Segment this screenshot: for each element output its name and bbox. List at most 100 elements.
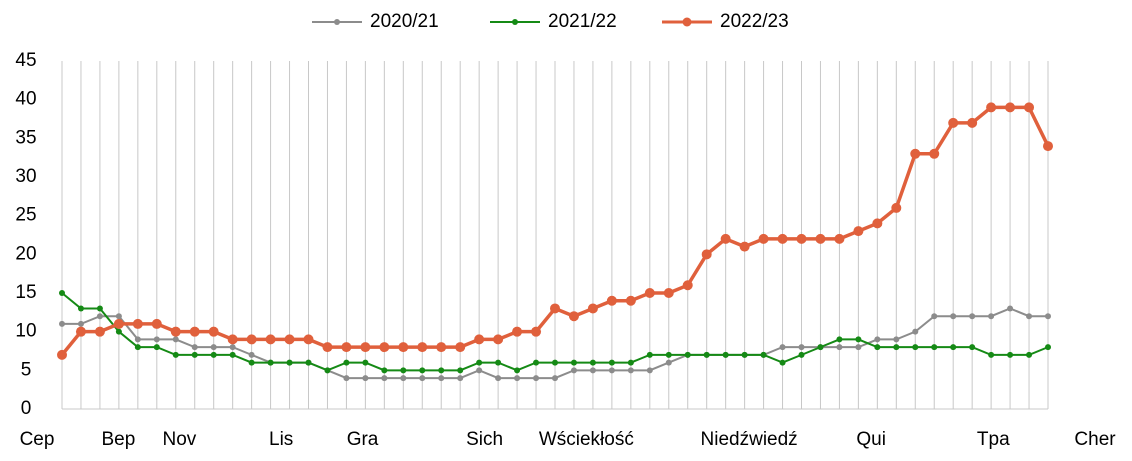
data-point [493,334,504,345]
data-point [438,367,445,374]
data-point [134,336,141,343]
data-point [758,233,769,244]
data-point [798,351,805,358]
data-point [381,367,388,374]
data-point [1007,305,1014,312]
data-point [627,367,634,374]
data-point [322,342,333,353]
data-point [910,148,921,159]
data-point [741,351,748,358]
legend-marker [682,17,692,27]
x-tick-label: Gra [347,429,379,450]
data-point [457,375,464,382]
x-tick-label: Wściekłość [539,429,634,450]
data-point [362,375,369,382]
data-point [189,326,200,337]
data-point [512,326,523,337]
data-point [267,359,274,366]
legend-marker [334,19,340,25]
data-point [381,375,388,382]
data-point [96,305,103,312]
data-point [1045,344,1051,351]
x-tick-label: Cep [20,429,55,450]
data-point [172,351,179,358]
data-point [663,288,674,298]
data-point [893,344,900,351]
data-point [608,359,615,366]
data-point [986,102,997,113]
data-point [531,326,542,337]
data-point [1007,351,1014,358]
data-point [931,344,938,351]
data-point [96,313,103,320]
data-point [324,367,331,374]
data-point [644,288,655,298]
data-point [931,313,938,320]
data-point [343,375,350,382]
data-point [77,305,84,312]
data-point [115,328,122,335]
data-point [570,359,577,366]
y-tick-label: 25 [15,205,36,226]
data-point [495,375,502,382]
data-point [417,342,428,353]
data-point [303,334,314,345]
data-point [929,148,940,159]
data-point [606,295,617,306]
data-point [587,303,598,314]
x-tick-label: Niedźwiedź [701,429,798,450]
data-point [834,233,845,244]
data-point [57,349,67,360]
data-point [550,303,560,314]
data-point [625,295,636,306]
data-point [362,359,369,366]
data-point [552,359,558,366]
data-point [798,344,805,351]
data-point [779,359,786,366]
y-tick-label: 35 [15,127,36,148]
data-point [132,318,143,329]
data-point [191,344,198,351]
data-point [115,313,122,320]
data-point [533,375,540,382]
data-point [570,367,577,374]
data-point [170,326,181,337]
data-point [760,351,767,358]
data-point [229,351,236,358]
data-point [75,326,86,337]
legend-label: 2021/22 [548,11,617,32]
y-tick-label: 15 [15,282,36,303]
data-point [246,334,257,345]
data-point [701,249,712,260]
data-point [227,334,238,345]
data-point [796,233,807,244]
data-point [1043,141,1053,152]
data-point [891,202,902,213]
data-point [836,344,843,351]
data-point [191,351,198,358]
data-point [457,367,464,374]
data-point [476,367,483,374]
data-point [153,336,160,343]
data-point [646,367,653,374]
data-point [419,375,426,382]
data-point [533,359,540,366]
data-point [665,351,672,358]
data-point [284,334,295,345]
data-point [495,359,502,366]
data-point [874,344,881,351]
data-point [988,313,995,320]
data-point [134,344,141,351]
data-point [720,233,731,244]
data-point [1024,102,1035,113]
data-point [855,336,862,343]
y-tick-label: 10 [15,321,36,342]
data-point [210,351,217,358]
data-point [248,351,255,358]
x-tick-label: Lis [269,429,293,450]
data-point [419,367,426,374]
data-point [855,344,862,351]
data-point [969,313,976,320]
data-point [893,336,900,343]
legend-label: 2020/21 [370,11,439,32]
